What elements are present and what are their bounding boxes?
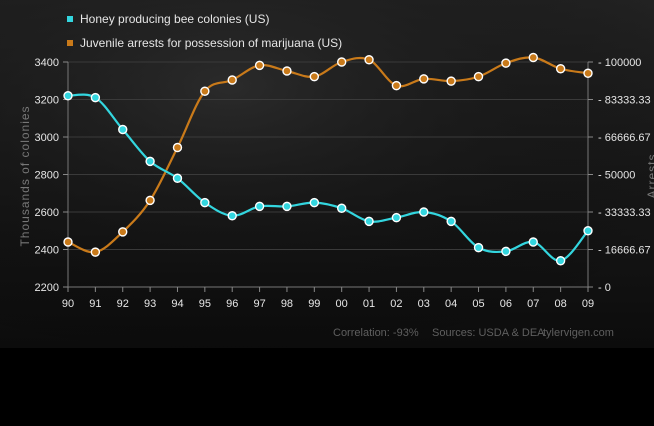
x-tick-label: 05 bbox=[472, 298, 484, 310]
data-point-arrests bbox=[555, 64, 566, 74]
data-point-bees bbox=[583, 226, 593, 236]
data-point-bees bbox=[309, 197, 320, 208]
data-point-bees bbox=[555, 256, 566, 266]
right-axis-ticks: - 0 - 16666.67 - 33333.33 - 50000 - 66666.67… bbox=[588, 57, 651, 294]
data-point-arrests bbox=[336, 57, 347, 67]
x-tick-label: 00 bbox=[336, 298, 348, 310]
data-point-arrests bbox=[254, 60, 265, 71]
x-tick-label: 97 bbox=[253, 298, 265, 310]
left-axis-ticks: 2200 2400 2600 2800 3000 3200 3400 bbox=[35, 57, 68, 294]
x-tick-label: 99 bbox=[308, 298, 320, 310]
right-axis-title: Arrests bbox=[645, 153, 654, 198]
data-point-arrests bbox=[419, 74, 429, 84]
footer-site: tylervigen.com bbox=[543, 327, 614, 339]
right-tick-label: - 33333.33 bbox=[598, 207, 651, 219]
data-point-bees bbox=[528, 237, 538, 247]
data-point-bees bbox=[172, 173, 183, 183]
x-tick-label: 08 bbox=[555, 298, 567, 310]
footer-correlation: Correlation: -93% bbox=[333, 327, 419, 339]
left-tick-label: 2600 bbox=[35, 207, 59, 219]
footer-sources: Sources: USDA & DEA bbox=[432, 327, 545, 339]
x-tick-label: 03 bbox=[418, 298, 430, 310]
data-point-arrests bbox=[172, 142, 183, 153]
left-tick-label: 3000 bbox=[35, 132, 59, 144]
x-axis-ticks: 90 91 92 93 94 95 96 97 98 99 00 01 02 03 04 05 06 07 08 09 bbox=[62, 287, 594, 310]
data-point-bees bbox=[446, 216, 456, 227]
data-point-bees bbox=[473, 242, 484, 253]
x-tick-label: 90 bbox=[62, 298, 74, 310]
data-point-arrests bbox=[309, 71, 320, 82]
data-point-arrests bbox=[90, 247, 101, 257]
data-point-arrests bbox=[63, 237, 73, 247]
data-point-bees bbox=[145, 156, 155, 167]
right-tick-label: - 16666.67 bbox=[598, 245, 651, 257]
x-tick-label: 09 bbox=[582, 298, 594, 310]
gridlines bbox=[68, 61, 588, 250]
x-tick-label: 04 bbox=[445, 298, 457, 310]
x-tick-label: 07 bbox=[527, 298, 539, 310]
x-tick-label: 96 bbox=[226, 298, 238, 310]
data-point-bees bbox=[227, 211, 237, 221]
x-tick-label: 91 bbox=[89, 298, 101, 310]
left-tick-label: 2200 bbox=[35, 282, 59, 294]
data-point-arrests bbox=[446, 76, 456, 86]
legend-swatch-bees bbox=[67, 16, 73, 22]
data-point-bees bbox=[282, 201, 292, 212]
data-point-arrests bbox=[528, 52, 538, 63]
x-tick-label: 92 bbox=[117, 298, 129, 310]
data-point-arrests bbox=[227, 75, 237, 85]
data-point-bees bbox=[501, 246, 511, 257]
left-tick-label: 3400 bbox=[35, 57, 59, 69]
legend-swatch-arrests bbox=[67, 40, 73, 46]
data-point-arrests bbox=[145, 195, 155, 206]
data-point-bees bbox=[254, 201, 265, 212]
data-point-arrests bbox=[473, 71, 484, 82]
x-tick-label: 94 bbox=[171, 298, 183, 310]
x-tick-label: 98 bbox=[281, 298, 293, 310]
right-tick-label: - 100000 bbox=[598, 57, 641, 69]
left-axis-title: Thousands of colonies bbox=[18, 105, 32, 246]
x-tick-label: 93 bbox=[144, 298, 156, 310]
legend: Honey producing bee colonies (US) Juveni… bbox=[67, 12, 342, 50]
data-point-arrests bbox=[501, 58, 511, 68]
right-tick-label: - 83333.33 bbox=[598, 95, 651, 107]
data-point-bees bbox=[336, 203, 347, 213]
data-point-bees bbox=[200, 197, 210, 208]
right-tick-label: - 66666.67 bbox=[598, 132, 651, 144]
x-tick-label: 01 bbox=[363, 298, 375, 310]
data-point-bees bbox=[364, 216, 374, 227]
left-tick-label: 3200 bbox=[35, 95, 59, 107]
footer: Correlation: -93% Sources: USDA & DEA ty… bbox=[333, 327, 614, 339]
data-point-arrests bbox=[364, 55, 374, 65]
data-point-arrests bbox=[391, 80, 402, 91]
data-point-bees bbox=[118, 124, 128, 135]
data-point-arrests bbox=[118, 227, 128, 237]
left-tick-label: 2800 bbox=[35, 170, 59, 182]
right-tick-label: - 50000 bbox=[598, 170, 635, 182]
x-tick-label: 95 bbox=[199, 298, 211, 310]
data-point-bees bbox=[391, 212, 402, 223]
legend-label-arrests: Juvenile arrests for possession of marij… bbox=[80, 36, 342, 50]
data-point-arrests bbox=[282, 66, 292, 76]
data-point-arrests bbox=[200, 86, 210, 96]
x-tick-label: 02 bbox=[390, 298, 402, 310]
left-tick-label: 2400 bbox=[35, 245, 59, 257]
data-point-bees bbox=[419, 207, 429, 217]
data-point-arrests bbox=[583, 68, 593, 78]
x-tick-label: 06 bbox=[500, 298, 512, 310]
series-layer bbox=[63, 52, 593, 266]
data-point-bees bbox=[90, 92, 101, 103]
data-point-bees bbox=[63, 91, 73, 101]
right-tick-label: - 0 bbox=[598, 282, 611, 294]
legend-label-bees: Honey producing bee colonies (US) bbox=[80, 12, 269, 26]
